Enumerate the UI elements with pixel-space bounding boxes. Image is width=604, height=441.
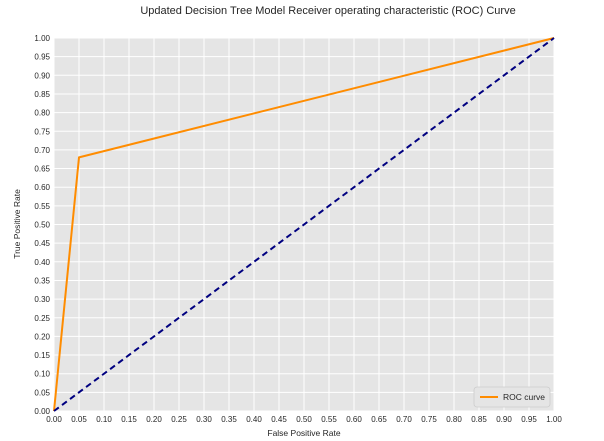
y-tick-label: 0.90 bbox=[34, 71, 50, 80]
y-tick-label: 0.35 bbox=[34, 276, 50, 285]
x-tick-label: 0.40 bbox=[246, 415, 262, 424]
series-layer bbox=[53, 37, 555, 412]
y-tick-label: 0.40 bbox=[34, 258, 50, 267]
roc-curve-line bbox=[53, 37, 555, 412]
y-tick-label: 0.55 bbox=[34, 202, 50, 211]
y-tick-label: 0.00 bbox=[34, 407, 50, 416]
x-tick-label: 0.50 bbox=[296, 415, 312, 424]
x-tick-label: 0.85 bbox=[471, 415, 487, 424]
legend: ROC curve bbox=[473, 386, 551, 408]
chart-title: Updated Decision Tree Model Receiver ope… bbox=[140, 5, 515, 17]
x-tick-label: 0.35 bbox=[221, 415, 237, 424]
y-axis-title: True Positive Rate bbox=[12, 189, 22, 259]
x-tick-label: 0.60 bbox=[346, 415, 362, 424]
grid bbox=[53, 37, 555, 412]
y-tick-label: 0.25 bbox=[34, 314, 50, 323]
y-tick-label: 0.65 bbox=[34, 165, 50, 174]
tick-labels: 0.00 0.05 0.10 0.15 0.20 0.25 0.30 0.35 0.40 0.45… bbox=[34, 34, 562, 424]
y-tick-label: 1.00 bbox=[34, 34, 50, 43]
y-tick-label: 0.45 bbox=[34, 239, 50, 248]
y-tick-label: 0.95 bbox=[34, 53, 50, 62]
x-tick-label: 0.65 bbox=[371, 415, 387, 424]
y-tick-label: 0.15 bbox=[34, 351, 50, 360]
x-tick-label: 0.15 bbox=[121, 415, 137, 424]
y-tick-label: 0.85 bbox=[34, 90, 50, 99]
y-tick-label: 0.60 bbox=[34, 183, 50, 192]
y-tick-label: 0.70 bbox=[34, 146, 50, 155]
y-tick-label: 0.30 bbox=[34, 295, 50, 304]
y-tick-label: 0.05 bbox=[34, 388, 50, 397]
x-tick-label: 0.80 bbox=[446, 415, 462, 424]
x-tick-label: 0.55 bbox=[321, 415, 337, 424]
x-tick-label: 0.95 bbox=[521, 415, 537, 424]
x-tick-label: 0.05 bbox=[71, 415, 87, 424]
y-tick-label: 0.80 bbox=[34, 109, 50, 118]
x-tick-label: 0.10 bbox=[96, 415, 112, 424]
legend-box bbox=[473, 386, 551, 408]
x-tick-label: 1.00 bbox=[546, 415, 562, 424]
y-tick-label: 0.10 bbox=[34, 370, 50, 379]
x-tick-label: 0.30 bbox=[196, 415, 212, 424]
x-tick-label: 0.75 bbox=[421, 415, 437, 424]
legend-label: ROC curve bbox=[503, 392, 545, 402]
x-tick-label: 0.00 bbox=[46, 415, 62, 424]
y-tick-label: 0.75 bbox=[34, 127, 50, 136]
x-tick-label: 0.25 bbox=[171, 415, 187, 424]
x-axis-title: False Positive Rate bbox=[267, 428, 340, 436]
y-tick-label: 0.50 bbox=[34, 221, 50, 230]
x-tick-label: 0.45 bbox=[271, 415, 287, 424]
x-tick-label: 0.20 bbox=[146, 415, 162, 424]
y-tick-label: 0.20 bbox=[34, 332, 50, 341]
x-tick-label: 0.90 bbox=[496, 415, 512, 424]
baseline-diagonal-line bbox=[53, 37, 555, 412]
x-tick-label: 0.70 bbox=[396, 415, 412, 424]
